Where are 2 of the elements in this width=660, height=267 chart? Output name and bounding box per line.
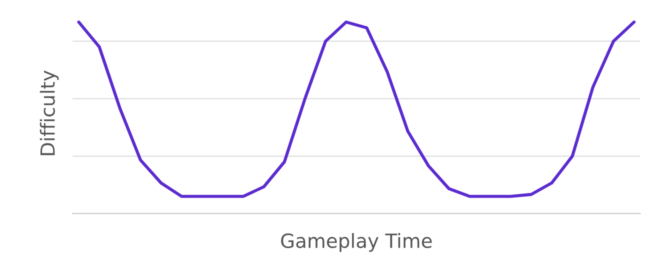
x-axis-title: Gameplay Time bbox=[281, 233, 432, 252]
y-axis-title: Difficulty bbox=[40, 70, 59, 156]
